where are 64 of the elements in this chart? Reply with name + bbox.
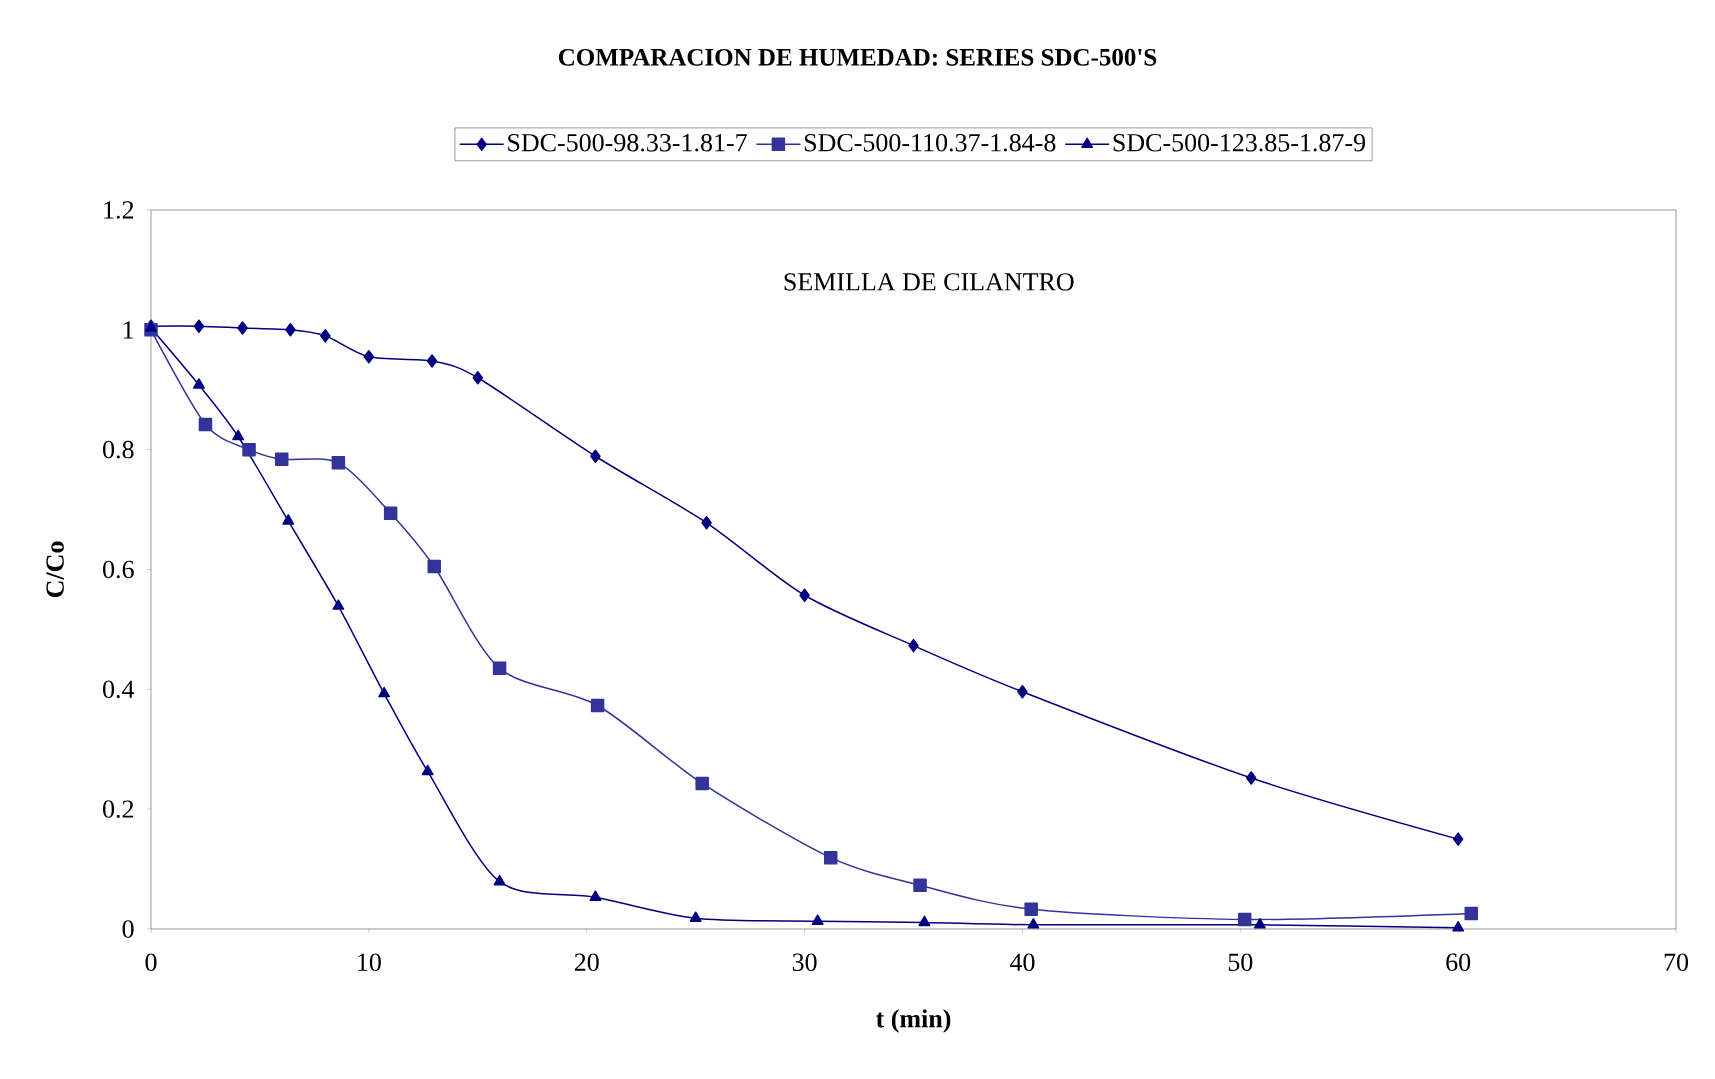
x-tick-label: 10 (358, 953, 381, 971)
point (701, 516, 712, 530)
y-tick-label: 1.2 (104, 201, 134, 219)
y-tick-label: 0.2 (103, 800, 134, 818)
point (320, 329, 331, 343)
point (913, 878, 927, 893)
point (918, 915, 931, 927)
annotation: SEMILLA DE CILANTRO (784, 273, 1074, 291)
x-tick-label: 70 (1664, 953, 1689, 971)
point (823, 850, 838, 865)
point (689, 911, 702, 922)
point (799, 588, 810, 603)
point (331, 456, 346, 470)
point (332, 599, 345, 610)
x-axis-title: t (min) (876, 1009, 951, 1033)
point (492, 661, 507, 676)
point (695, 776, 709, 791)
point (427, 559, 441, 574)
point (1017, 684, 1028, 699)
point (193, 319, 205, 333)
y-tick-label: 0.8 (103, 440, 134, 459)
point (285, 323, 296, 337)
point (232, 429, 245, 441)
point (1452, 921, 1465, 932)
point (1464, 906, 1478, 921)
y-tick-label: 0.4 (103, 680, 135, 699)
y-axis-title: C/Co (46, 541, 64, 598)
point (282, 514, 295, 525)
point (274, 452, 289, 466)
point (237, 321, 248, 335)
point (1245, 771, 1257, 785)
point (426, 354, 438, 368)
x-tick-label: 60 (1446, 953, 1471, 971)
chart-title: COMPARACION DE HUMEDAD: SERIES SDC-500'S (558, 48, 1157, 66)
legend-label: SDC-500-110.37-1.84-8 (804, 133, 1056, 152)
point (590, 449, 601, 463)
point (908, 638, 919, 653)
point (493, 874, 506, 886)
point (421, 764, 434, 776)
point (1253, 918, 1266, 929)
x-tick-label: 50 (1228, 953, 1253, 971)
point (1452, 832, 1464, 846)
y-tick-label: 1 (123, 321, 133, 339)
point (198, 417, 213, 432)
point (472, 371, 484, 385)
point (242, 442, 256, 457)
point (1027, 918, 1040, 929)
x-tick-label: 40 (1009, 953, 1035, 971)
y-tick-label: 0 (122, 920, 134, 938)
point (589, 890, 602, 901)
legend-label: SDC-500-123.85-1.87-9 (1113, 133, 1366, 152)
legend-label: SDC-500-98.33-1.81-7 (508, 133, 747, 152)
point (378, 686, 391, 698)
x-tick-label: 0 (145, 953, 157, 971)
point (363, 350, 375, 364)
point (192, 378, 205, 389)
point (1024, 902, 1038, 916)
point (1237, 912, 1252, 927)
x-tick-label: 20 (574, 953, 599, 971)
x-tick-label: 30 (792, 953, 817, 971)
point (811, 914, 824, 925)
point (590, 698, 605, 713)
y-tick-label: 0.6 (103, 560, 134, 579)
point (383, 506, 398, 520)
